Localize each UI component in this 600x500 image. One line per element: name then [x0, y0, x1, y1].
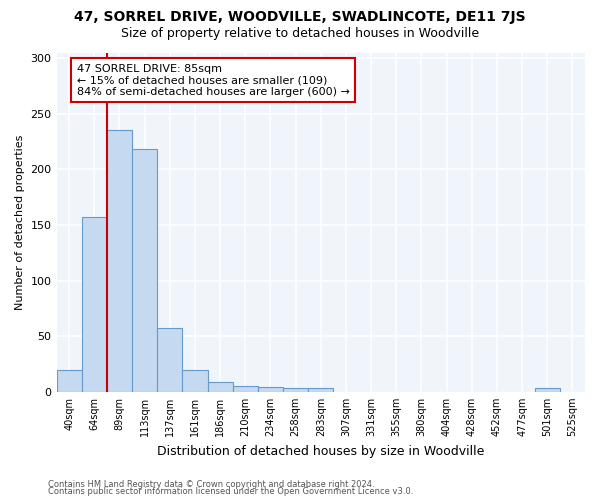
Bar: [283, 388, 308, 392]
Bar: [535, 388, 560, 392]
Bar: [132, 150, 157, 392]
Bar: [308, 388, 334, 392]
Bar: [107, 130, 132, 392]
Bar: [182, 370, 208, 392]
Text: Size of property relative to detached houses in Woodville: Size of property relative to detached ho…: [121, 28, 479, 40]
Text: 47, SORREL DRIVE, WOODVILLE, SWADLINCOTE, DE11 7JS: 47, SORREL DRIVE, WOODVILLE, SWADLINCOTE…: [74, 10, 526, 24]
Text: Contains HM Land Registry data © Crown copyright and database right 2024.: Contains HM Land Registry data © Crown c…: [48, 480, 374, 489]
Text: 47 SORREL DRIVE: 85sqm
← 15% of detached houses are smaller (109)
84% of semi-de: 47 SORREL DRIVE: 85sqm ← 15% of detached…: [77, 64, 350, 97]
Y-axis label: Number of detached properties: Number of detached properties: [15, 134, 25, 310]
Bar: [208, 382, 233, 392]
Bar: [56, 370, 82, 392]
Bar: [258, 388, 283, 392]
Bar: [233, 386, 258, 392]
Text: Contains public sector information licensed under the Open Government Licence v3: Contains public sector information licen…: [48, 487, 413, 496]
Bar: [82, 217, 107, 392]
Bar: [157, 328, 182, 392]
X-axis label: Distribution of detached houses by size in Woodville: Distribution of detached houses by size …: [157, 444, 484, 458]
